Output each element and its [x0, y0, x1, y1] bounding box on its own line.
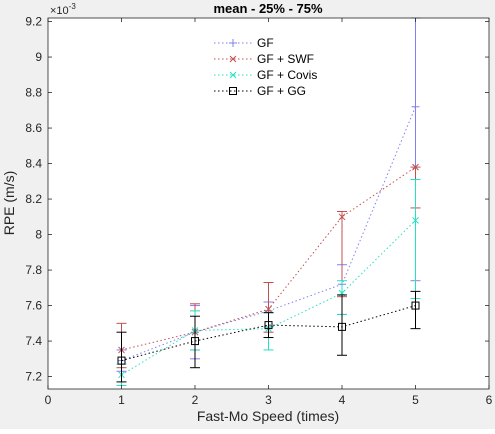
legend-label: GF + GG	[257, 84, 306, 98]
y-tick-label: 7.4	[25, 334, 42, 348]
x-tick-label: 3	[265, 393, 272, 407]
y-tick-label: 8.6	[25, 121, 42, 135]
data-point	[338, 322, 346, 331]
x-tick-label: 0	[45, 393, 52, 407]
data-point	[412, 163, 419, 171]
data-point	[117, 356, 126, 365]
legend-label: GF + Covis	[257, 68, 317, 82]
y-tick-label: 8.8	[25, 86, 42, 100]
legend-marker	[229, 55, 237, 63]
series-line	[121, 106, 416, 362]
legend-label: GF	[257, 36, 274, 50]
x-tick-label: 1	[118, 393, 125, 407]
data-point	[412, 217, 419, 224]
y-tick-label: 8.4	[25, 157, 42, 171]
y-tick-label: 7.6	[25, 299, 42, 313]
data-point	[338, 213, 346, 221]
series-3	[116, 290, 421, 383]
series-line	[121, 220, 416, 376]
x-axis-label: Fast-Mo Speed (times)	[197, 408, 339, 424]
y-tick-label: 9.2	[25, 15, 42, 29]
data-point	[265, 305, 272, 313]
x-tick-label: 5	[412, 393, 419, 407]
legend-marker	[229, 71, 237, 79]
data-point	[411, 301, 420, 310]
x-tick-label: 4	[339, 393, 346, 407]
y-exponent-label: ×10-3	[50, 2, 76, 17]
y-tick-label: 7.2	[25, 370, 42, 384]
y-axis-label: RPE (m/s)	[1, 171, 17, 236]
legend-marker	[229, 87, 237, 95]
legend-label: GF + SWF	[257, 52, 314, 66]
x-tick-label: 2	[192, 393, 199, 407]
series-layer	[116, 17, 421, 386]
x-tick-label: 6	[486, 393, 493, 407]
data-point	[191, 337, 199, 346]
legend-marker	[229, 39, 237, 47]
y-tick-label: 9	[35, 50, 42, 64]
axis-layer: 0 1 2 3 4 5 6 7.2 7.4 7.6 7.8 8 8.2 8.4 8.6 8.8 9 9.2	[25, 15, 492, 407]
y-tick-label: 8	[35, 228, 42, 242]
y-tick-label: 7.8	[25, 263, 42, 277]
legend: GF GF + SWF GF + Covis GF + GG	[210, 32, 338, 98]
y-tick-label: 8.2	[25, 192, 42, 206]
data-point	[264, 321, 273, 330]
chart-title: mean - 25% - 75%	[213, 1, 323, 16]
data-point	[411, 102, 420, 111]
